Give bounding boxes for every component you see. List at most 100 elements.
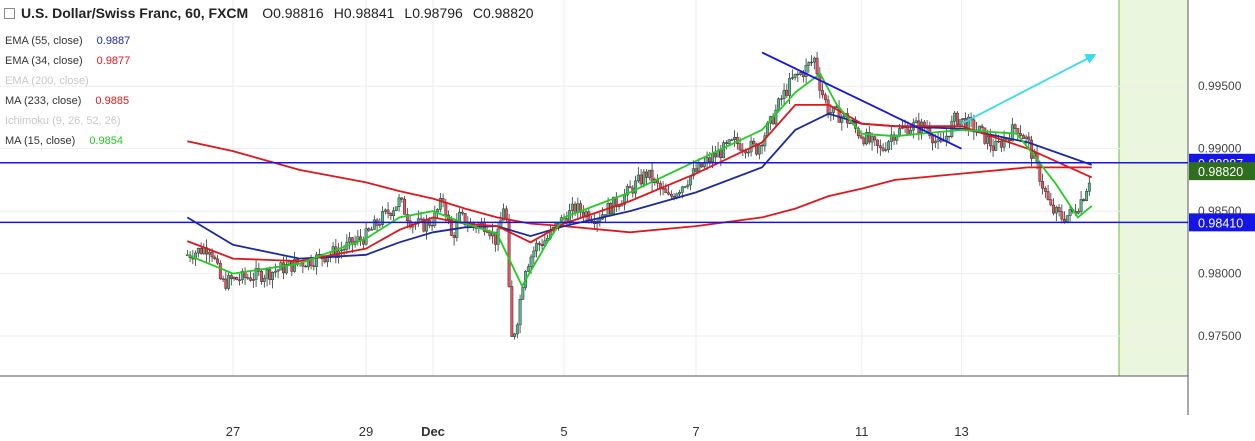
moving-average-line — [186, 104, 1093, 263]
candle-body — [213, 256, 217, 260]
candle-body — [779, 98, 783, 100]
candle-body — [260, 271, 264, 282]
price-level-tag — [1189, 213, 1255, 232]
candle-body — [746, 151, 750, 154]
candle-body — [999, 140, 1003, 148]
candle-body — [364, 228, 368, 245]
candle-body — [733, 137, 737, 140]
candle-body — [645, 171, 649, 178]
candle-body — [568, 210, 572, 224]
indicator-label: EMA (200, close) — [5, 75, 89, 87]
candle-body — [1076, 211, 1080, 214]
candle-body — [460, 211, 464, 214]
candle-body — [1054, 207, 1058, 214]
collapse-toggle-icon[interactable] — [4, 7, 15, 19]
ohlc-open: O0.98816 — [262, 5, 324, 21]
candle-body — [727, 139, 731, 144]
candle-body — [708, 157, 712, 163]
candle-body — [730, 139, 734, 141]
candle-body — [711, 153, 715, 163]
indicator-legend-row[interactable]: EMA (200, close) — [5, 75, 89, 87]
last-price-tag-text: 0.98820 — [1198, 165, 1243, 179]
candle-body — [983, 127, 987, 144]
candle-body — [367, 228, 371, 231]
candle-body — [678, 192, 682, 195]
time-tick-label: 5 — [560, 424, 567, 439]
candle-body — [873, 136, 877, 141]
candle-body — [812, 57, 816, 63]
candle-body — [799, 72, 803, 75]
candle-body — [323, 258, 327, 263]
candle-body — [493, 231, 497, 245]
candle-body — [867, 132, 871, 143]
candle-body — [722, 142, 726, 159]
candle-body — [906, 126, 910, 135]
candle-body — [1085, 190, 1089, 201]
trendline[interactable] — [761, 51, 962, 150]
candle-body — [254, 268, 258, 280]
candle-body — [1027, 136, 1031, 141]
candle-body — [661, 188, 665, 190]
candle-body — [639, 174, 643, 185]
candle-body — [397, 197, 401, 207]
candle-body — [284, 264, 288, 274]
candle-body — [221, 278, 225, 280]
candle-body — [436, 209, 440, 213]
candle-body — [832, 106, 836, 113]
candle-body — [997, 140, 1001, 143]
indicator-legend-row[interactable]: EMA (34, close) 0.9877 — [5, 55, 130, 67]
candle-body — [342, 248, 346, 251]
candle-body — [403, 199, 407, 215]
candle-body — [865, 132, 869, 145]
candle-body — [689, 175, 693, 186]
projection-arrow[interactable] — [961, 53, 1097, 125]
candle-body — [1060, 211, 1064, 220]
candle-body — [606, 203, 610, 217]
candle-body — [392, 210, 396, 216]
candle-body — [598, 218, 602, 222]
candle-body — [1063, 218, 1067, 222]
candle-body — [265, 269, 269, 279]
candle-body — [790, 77, 794, 79]
indicator-legend-row[interactable]: EMA (55, close) 0.9887 — [5, 35, 130, 47]
indicator-legend-row[interactable]: MA (233, close) 0.9885 — [5, 95, 129, 107]
candle-body — [884, 149, 888, 151]
candle-body — [199, 248, 203, 254]
candle-body — [293, 259, 297, 272]
candle-body — [235, 277, 239, 281]
indicator-value: 0.9854 — [89, 135, 123, 147]
candle-body — [953, 112, 957, 122]
candle-body — [691, 168, 695, 177]
candle-body — [760, 144, 764, 147]
candle-body — [317, 253, 321, 256]
candle-body — [444, 201, 448, 216]
candle-body — [339, 249, 343, 252]
candle-body — [1079, 199, 1083, 212]
candle-body — [977, 125, 981, 131]
candle-body — [394, 206, 398, 211]
candle-body — [485, 231, 489, 233]
chart-header: U.S. Dollar/Swiss Franc, 60, FXCM O0.988… — [4, 5, 544, 21]
candle-body — [1057, 207, 1061, 212]
candle-body — [944, 135, 948, 141]
candle-body — [449, 219, 453, 236]
candle-body — [694, 168, 698, 172]
candle-body — [521, 287, 525, 300]
candle-body — [876, 139, 880, 146]
indicator-label: Ichimoku (9, 26, 52, 26) — [5, 115, 121, 127]
candle-body — [859, 135, 863, 139]
indicator-legend-row[interactable]: MA (15, close) 0.9854 — [5, 135, 123, 147]
time-tick-label: 7 — [692, 424, 699, 439]
candle-body — [273, 270, 277, 273]
candle-body — [724, 142, 728, 144]
candle-body — [664, 188, 668, 194]
candle-body — [1082, 199, 1086, 201]
candle-body — [834, 106, 838, 108]
candle-body — [304, 265, 308, 268]
candle-body — [755, 143, 759, 155]
ohlc-low: L0.98796 — [404, 5, 463, 21]
candle-body — [840, 116, 844, 123]
indicator-legend-row[interactable]: Ichimoku (9, 26, 52, 26) — [5, 115, 121, 127]
candle-body — [933, 141, 937, 144]
